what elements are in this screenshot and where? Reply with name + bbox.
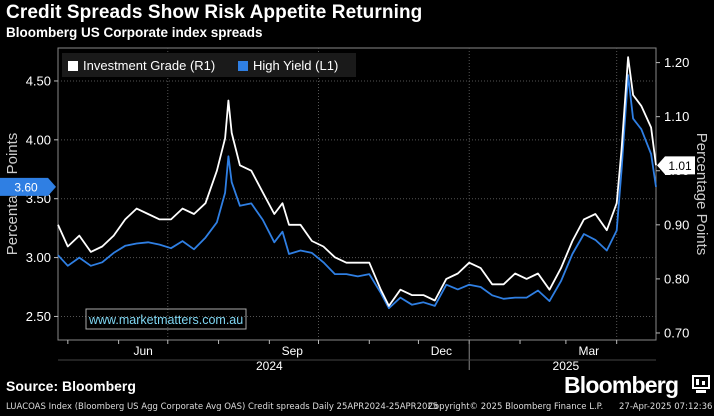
x-tick-label: Jun bbox=[134, 344, 153, 358]
legend-item-investment-grade: Investment Grade (R1) bbox=[68, 58, 215, 73]
right-tick-label: 0.90 bbox=[664, 217, 689, 232]
right-tick-label: 1.20 bbox=[664, 55, 689, 70]
legend-swatch-high-yield bbox=[238, 60, 248, 71]
x-tick-label: Mar bbox=[578, 344, 599, 358]
x-year-label: 2024 bbox=[256, 359, 283, 373]
left-tick-label: 4.50 bbox=[26, 73, 51, 88]
right-axis-label: Percentage Points bbox=[693, 133, 710, 256]
right-tick-label: 0.70 bbox=[664, 325, 689, 340]
left-last-value-label: 3.60 bbox=[14, 180, 38, 194]
watermark-box bbox=[85, 308, 247, 330]
legend bbox=[62, 53, 356, 77]
legend-label-high-yield: High Yield (L1) bbox=[253, 58, 339, 73]
x-tick-label: Dec bbox=[431, 344, 452, 358]
legend-swatch-investment-grade bbox=[68, 60, 78, 71]
chart-title: Credit Spreads Show Risk Appetite Return… bbox=[6, 2, 423, 23]
right-last-value-label: 1.01 bbox=[668, 159, 692, 173]
index-note: LUACOAS Index (Bloomberg US Agg Corporat… bbox=[6, 402, 439, 412]
left-tick-label: 4.00 bbox=[26, 132, 51, 147]
plot-frame bbox=[57, 47, 657, 341]
legend-label-investment-grade: Investment Grade (R1) bbox=[83, 58, 216, 73]
left-tick-label: 3.00 bbox=[26, 250, 51, 265]
left-tick-label: 2.50 bbox=[26, 309, 51, 324]
copyright: Copyright© 2025 Bloomberg Finance L.P. bbox=[428, 402, 604, 412]
x-tick-label: Sep bbox=[282, 344, 304, 358]
right-tick-label: 1.10 bbox=[664, 109, 689, 124]
watermark-text: www.marketmatters.com.au bbox=[88, 313, 243, 327]
series-line-investment-grade bbox=[57, 56, 657, 307]
terminal-icon bbox=[692, 375, 710, 393]
series-line-high-yield bbox=[57, 74, 657, 310]
chart-subtitle: Bloomberg US Corporate index spreads bbox=[6, 25, 263, 40]
right-tick-label: 0.80 bbox=[664, 271, 689, 286]
source-label: Source: Bloomberg bbox=[6, 378, 136, 394]
timestamp: 27-Apr-2025 07:12:36 bbox=[619, 402, 713, 412]
x-year-label: 2025 bbox=[553, 359, 580, 373]
right-last-value-marker bbox=[657, 156, 695, 175]
left-last-value-marker bbox=[0, 177, 56, 196]
legend-item-high-yield: High Yield (L1) bbox=[238, 58, 338, 73]
bloomberg-logo: Bloomberg bbox=[564, 372, 679, 398]
